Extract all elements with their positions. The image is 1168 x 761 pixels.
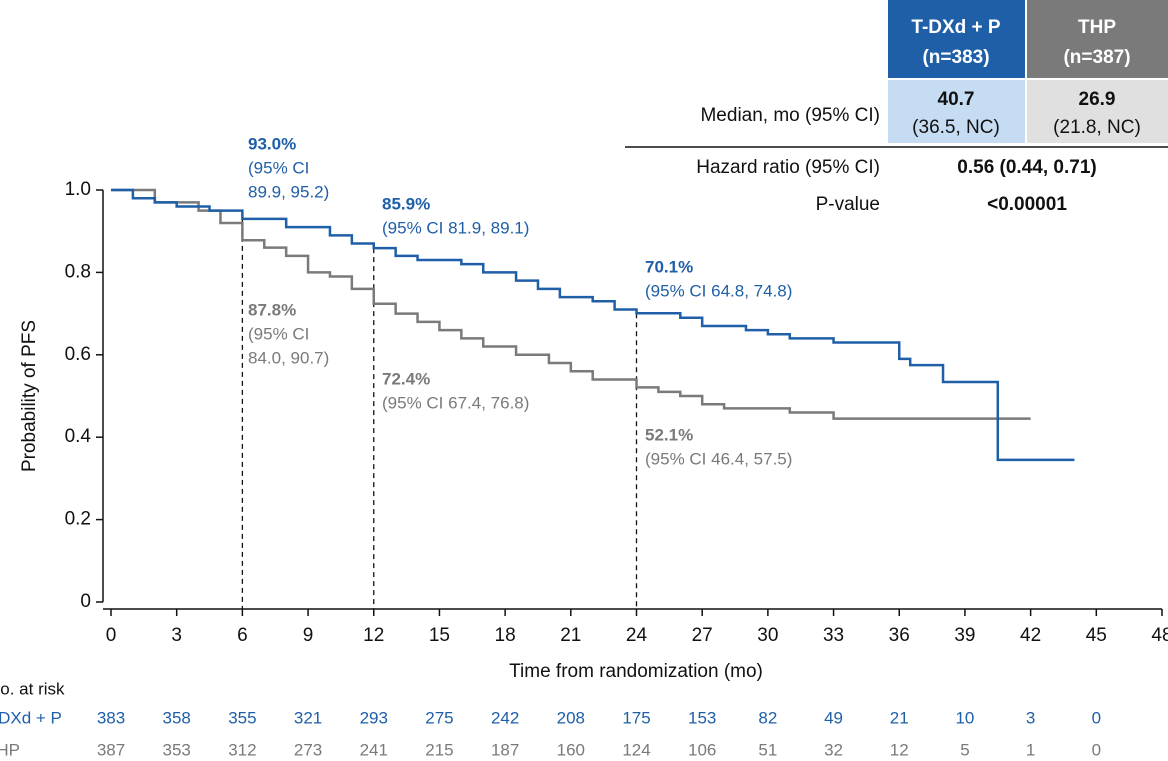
risk-count: 353 [163,740,191,759]
risk-count: 312 [228,740,256,759]
risk-table-title: No. at risk [0,679,65,698]
x-tick-label: 24 [626,625,648,646]
x-tick-label: 48 [1151,625,1168,646]
risk-count: 215 [425,740,453,759]
annotation: 84.0, 90.7) [248,348,329,367]
y-tick-label: 1.0 [65,179,91,200]
risk-count: 0 [1092,708,1101,727]
table-cell [888,80,1025,143]
y-tick-label: 0.4 [65,426,92,447]
risk-count: 124 [622,740,650,759]
x-tick-label: 18 [495,625,516,646]
header-text: (n=383) [922,47,989,68]
cell-text: 40.7 [938,89,975,110]
risk-count: 5 [960,740,969,759]
annotation: 52.1% [645,425,693,444]
risk-count: 106 [688,740,716,759]
risk-count: 355 [228,708,256,727]
header-text: T-DXd + P [911,17,1001,38]
table-cell [1027,80,1168,143]
cell-text: (36.5, NC) [912,117,1000,138]
risk-count: 358 [163,708,191,727]
risk-count: 293 [360,708,388,727]
x-tick-label: 9 [303,625,314,646]
x-axis-label: Time from randomization (mo) [509,661,763,682]
annotation: 87.8% [248,300,296,319]
x-tick-label: 30 [757,625,778,646]
x-tick-label: 33 [823,625,844,646]
x-tick-label: 0 [106,625,117,646]
x-tick-label: 42 [1020,625,1041,646]
header-text: THP [1078,17,1116,38]
survival-curve [111,188,1031,420]
x-tick-label: 45 [1086,625,1107,646]
risk-count: 153 [688,708,716,727]
risk-count: 10 [955,708,974,727]
risk-count: 241 [360,740,388,759]
header-text: (n=387) [1063,47,1130,68]
cell-text: 26.9 [1079,89,1116,110]
annotation: (95% CI 67.4, 76.8) [382,393,529,412]
y-axis-label: Probability of PFS [19,320,40,472]
annotation: (95% CI 46.4, 57.5) [645,449,792,468]
annotation: 72.4% [382,369,430,388]
x-tick-label: 3 [171,625,182,646]
annotation: (95% CI 64.8, 74.8) [645,281,792,300]
annotation: (95% CI 81.9, 89.1) [382,218,529,237]
annotation: 70.1% [645,257,693,276]
x-tick-label: 12 [363,625,384,646]
x-tick-label: 15 [429,625,450,646]
risk-count: 21 [890,708,909,727]
risk-count: 387 [97,740,125,759]
risk-count: 187 [491,740,519,759]
survival-curve [111,188,1075,462]
risk-count: 242 [491,708,519,727]
risk-count: 0 [1092,740,1101,759]
risk-count: 275 [425,708,453,727]
annotation: 93.0% [248,134,296,153]
annotation: 85.9% [382,194,430,213]
risk-count: 273 [294,740,322,759]
cell-text: (21.8, NC) [1053,117,1141,138]
y-tick-label: 0.8 [65,261,91,282]
risk-count: 12 [890,740,909,759]
annotation: 89.9, 95.2) [248,182,329,201]
row-label: Median, mo (95% CI) [700,105,880,126]
risk-count: 208 [557,708,585,727]
y-tick-label: 0.6 [65,344,91,365]
risk-row-label: T-DXd + P [0,708,62,727]
risk-count: 1 [1026,740,1035,759]
cell-text: 0.56 (0.44, 0.71) [957,157,1096,178]
x-tick-label: 6 [237,625,248,646]
header-cell [888,0,1025,78]
risk-count: 82 [758,708,777,727]
x-tick-label: 39 [954,625,975,646]
row-label: P-value [816,194,880,215]
x-tick-label: 27 [692,625,713,646]
row-label: Hazard ratio (95% CI) [696,157,880,178]
risk-count: 160 [557,740,585,759]
risk-row-label: THP [0,740,20,759]
risk-count: 321 [294,708,322,727]
annotation: (95% CI [248,324,309,343]
header-cell [1027,0,1168,78]
risk-count: 32 [824,740,843,759]
y-tick-label: 0 [80,591,91,612]
x-tick-label: 21 [560,625,581,646]
y-tick-label: 0.2 [65,509,91,530]
cell-text: <0.00001 [987,194,1067,215]
risk-count: 49 [824,708,843,727]
risk-count: 175 [622,708,650,727]
annotation: (95% CI [248,158,309,177]
risk-count: 51 [758,740,777,759]
risk-count: 383 [97,708,125,727]
x-tick-label: 36 [889,625,910,646]
risk-count: 3 [1026,708,1035,727]
